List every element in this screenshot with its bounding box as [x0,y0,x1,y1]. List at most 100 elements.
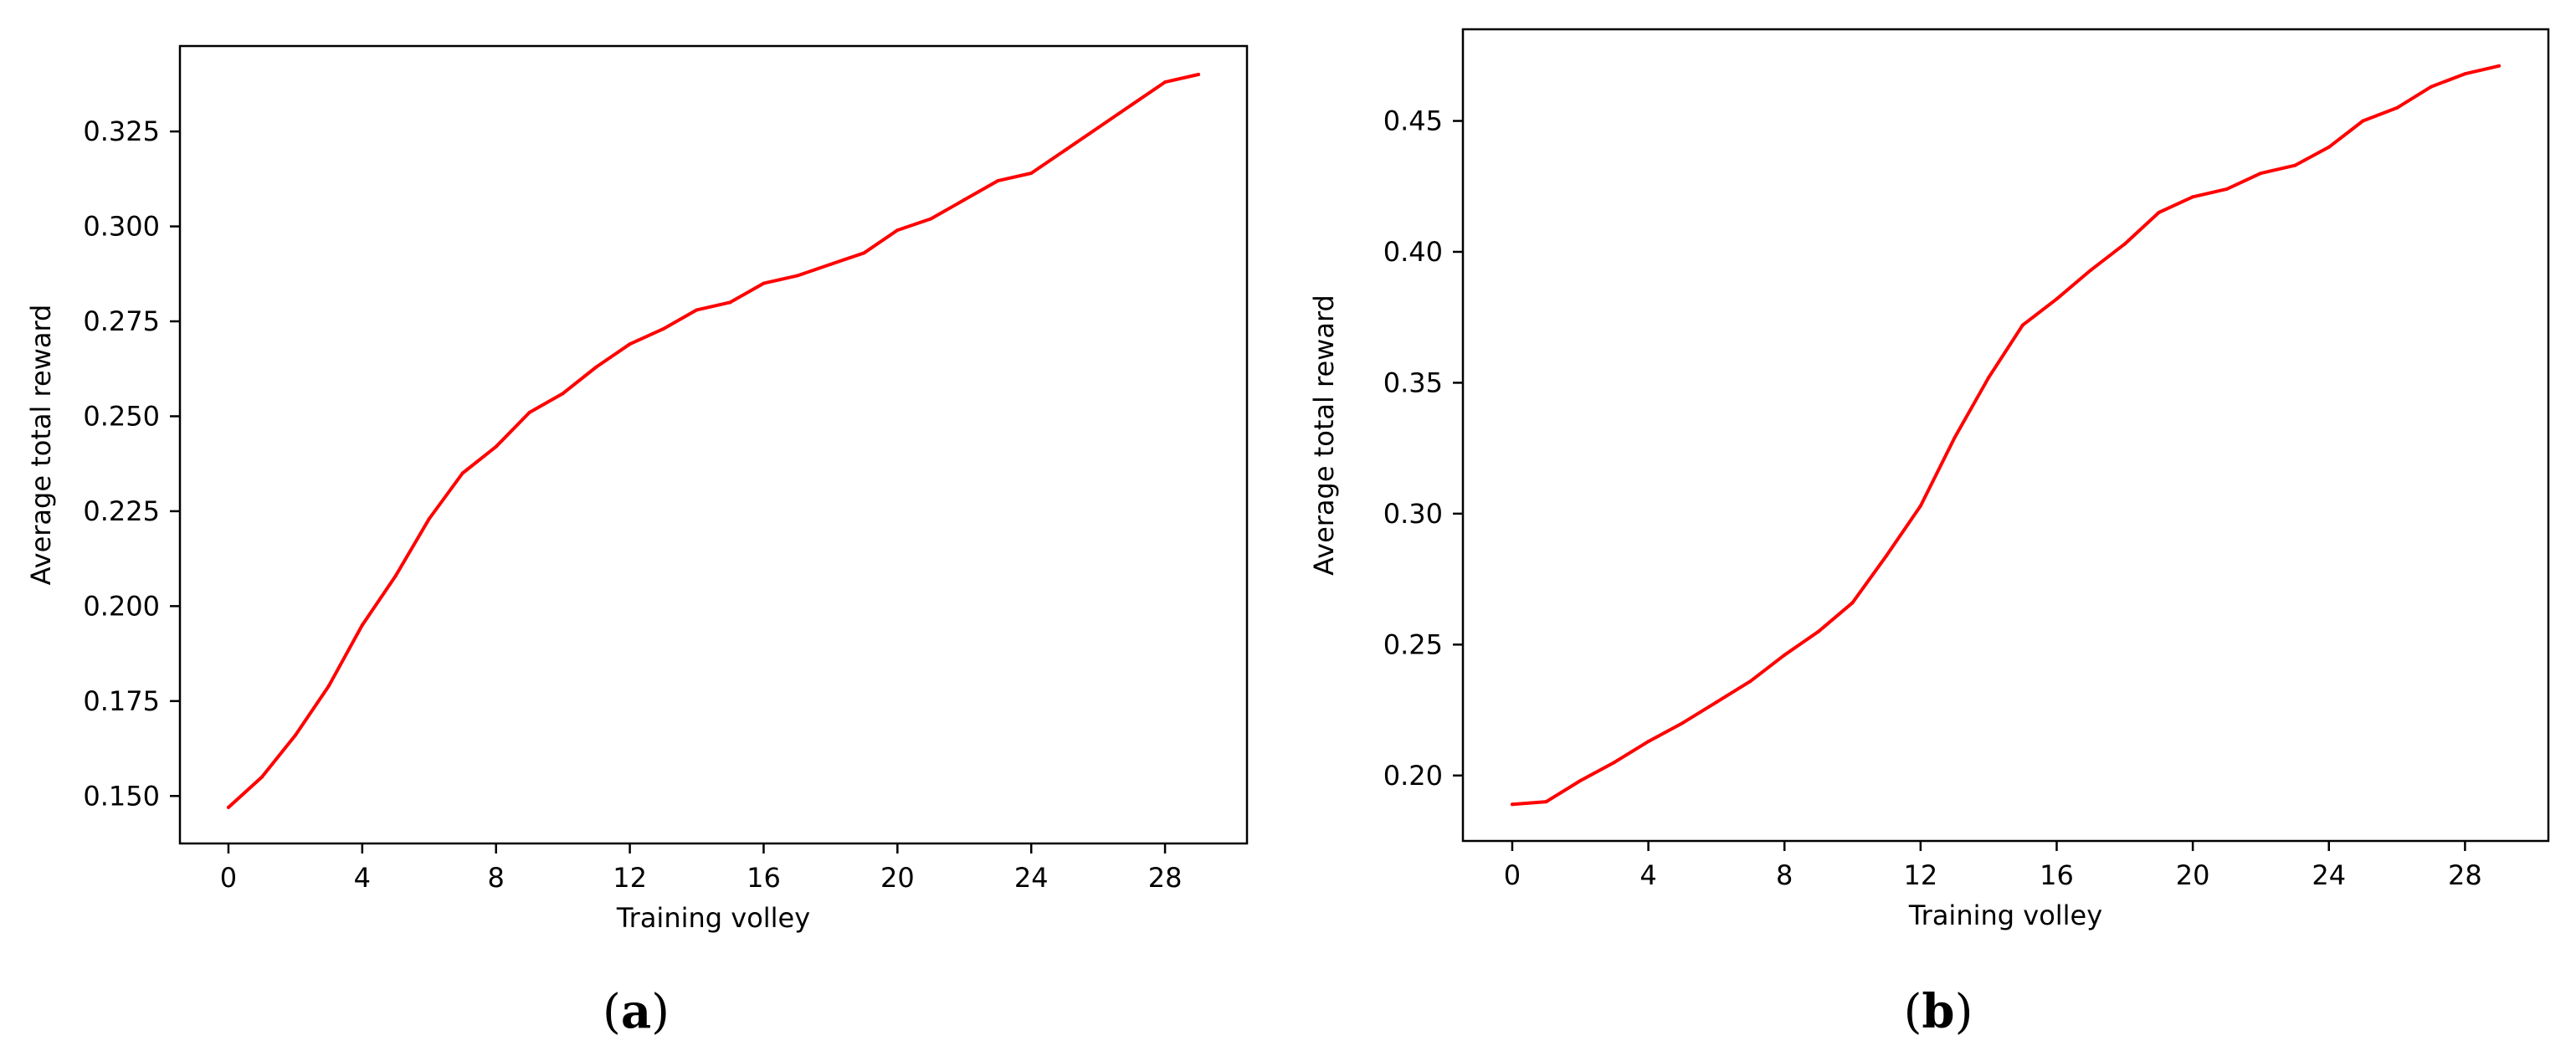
panel-a-data-point [326,684,331,688]
panel-b-data-point [1578,779,1583,783]
panel-a-x-tick-label: 24 [1014,862,1049,894]
panel-a-data-point [1130,103,1134,107]
panel-a-x-tick-label: 28 [1148,862,1183,894]
panel-b-data-point [2089,268,2093,272]
panel-a-data-point [628,342,632,346]
panel-a-x-tick-label: 8 [488,862,505,894]
panel-a-data-point [661,327,665,331]
panel-a-caption: (a) [603,984,670,1039]
panel-a-data-point [393,574,398,578]
panel-a-x-tick-label: 0 [220,862,237,894]
panel-a-y-tick-label: 0.300 [83,211,160,243]
panel-b-series-line [1511,64,2501,807]
panel-b-data-point [1612,761,1616,765]
panel-a-data-point [862,251,866,255]
panel-b-y-axis-label: Average total reward [1308,295,1340,576]
panel-a-data-point [728,300,732,305]
panel-a-data-point [1029,172,1034,176]
panel-b-data-point [1816,629,1820,633]
panel-b-data-point [2327,145,2331,149]
panel-b-data-point [2157,211,2161,215]
panel-b-data-point [2497,64,2502,68]
panel-b-x-tick-label: 4 [1640,859,1656,891]
panel-b-x-tick-label: 8 [1776,859,1793,891]
panel-a-y-tick-label: 0.225 [83,495,160,527]
panel-b-data-point [1850,601,1855,605]
panel-b-data-point [1714,700,1718,705]
panel-b-y-tick-label: 0.40 [1383,236,1443,268]
panel-b-data-point [2224,187,2229,191]
panel-a-data-point [527,410,531,414]
panel-b-data-point [2361,119,2365,123]
panel-a-y-tick-label: 0.150 [83,780,160,812]
panel-a-data-point [1163,80,1167,85]
panel-b-y-tick-label: 0.45 [1383,105,1443,137]
panel-b-x-tick-label: 24 [2312,859,2346,891]
panel-b-x-tick-label: 12 [1903,859,1937,891]
panel-b-data-point [1681,721,1685,725]
panel-b-data-point [2463,72,2467,76]
panel-a-plot-frame [178,44,1249,845]
panel-a-data-point [1197,73,1201,77]
panel-b-data-point [1918,504,1922,508]
panel-b-x-tick-label: 0 [1504,859,1521,891]
panel-a-data-point [1063,148,1067,152]
panel-a-data-point [695,308,699,312]
panel-b-data-point [2191,195,2195,199]
panel-b-data-point [2122,242,2127,246]
panel-a-y-tick-label: 0.175 [83,685,160,717]
panel-b-data-point [2055,297,2059,301]
panel-b-y-tick-label: 0.35 [1383,367,1443,398]
panel-a-data-point [259,775,264,779]
panel-b-plot-frame [1461,28,2550,843]
panel-b-data-point [2259,172,2263,176]
panel-b-caption-close: ) [1955,985,1973,1039]
panel-a-data-point [829,262,833,266]
panel-b-data-point [2429,85,2433,89]
panel-a-y-tick-label: 0.200 [83,590,160,622]
panel-b-data-point [1544,800,1548,804]
panel-b-x-tick-label: 20 [2176,859,2210,891]
panel-a-y-tick-label: 0.325 [83,115,160,147]
panel-a-data-point [594,365,598,369]
panel-a-data-point [929,217,933,221]
panel-b-data-point [1987,376,1991,380]
panel-b-data-point [1783,653,1787,657]
panel-a-x-tick-label: 20 [880,862,915,894]
panel-b-data-point [1885,553,1889,557]
panel-a-data-point [360,623,364,628]
panel-b-caption: (b) [1904,984,1973,1039]
panel-b-data-point [1646,740,1650,744]
panel-a-series-line [227,73,1200,809]
panel-b-x-tick-label: 28 [2448,859,2482,891]
panel-a-caption-open: ( [603,985,621,1039]
panel-a-y-axis-label: Average total reward [25,305,57,586]
panel-a-data-point [460,471,464,475]
panel-a-x-axis-label: Training volley [616,902,810,934]
panel-b-data-point [2395,105,2399,110]
panel-a-y-tick-label: 0.250 [83,400,160,432]
panel-a-data-point [762,281,766,285]
panel-b-y-tick-label: 0.30 [1383,498,1443,530]
panel-a-data-point [494,444,498,449]
panel-a-caption-letter: a [621,984,651,1039]
panel-b-x-tick-label: 16 [2040,859,2074,891]
panel-b-data-point [1748,679,1752,684]
panel-b-data-point [2020,323,2024,327]
panel-b-data-point [1953,436,1957,440]
panel-b-y-tick-label: 0.25 [1383,628,1443,660]
panel-a-x-tick-label: 4 [354,862,371,894]
panel-b-y-tick-label: 0.20 [1383,760,1443,792]
panel-b-caption-letter: b [1922,984,1954,1039]
panel-b-caption-open: ( [1904,985,1922,1039]
panel-a-data-point [561,392,565,396]
panel-a-data-point [962,197,967,202]
panel-a-data-point [895,228,900,233]
panel-a-data-point [427,516,431,520]
panel-a-y-tick-label: 0.275 [83,305,160,337]
panel-a-data-point [795,274,799,278]
panel-b-data-point [1510,802,1514,807]
panel-a-data-point [293,733,297,737]
